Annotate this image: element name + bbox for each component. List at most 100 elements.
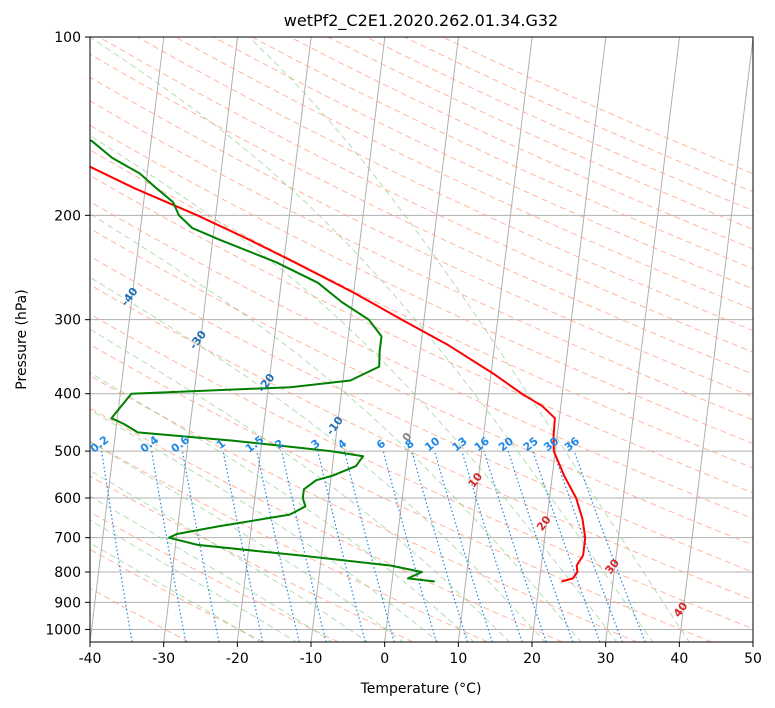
dry-adiabat-line	[90, 407, 563, 642]
x-axis-label: Temperature (°C)	[360, 681, 482, 697]
dry-adiabat-line	[175, 37, 753, 310]
temperature-profile-line	[90, 165, 587, 583]
isotherm-label: -30	[187, 328, 210, 352]
moist-adiabat-line	[90, 37, 654, 642]
y-tick-label: 700	[54, 531, 81, 547]
dry-adiabat-line	[90, 174, 753, 494]
dewpoint-profile-line	[90, 138, 435, 583]
dry-adiabat-line	[90, 343, 712, 642]
y-tick-label: 100	[54, 30, 81, 46]
mixing-ratio-line	[532, 450, 601, 642]
plot-frame	[89, 36, 754, 643]
y-tick-label: 1000	[45, 622, 81, 638]
dry-adiabat-line	[90, 548, 264, 642]
isotherm-gridline	[90, 37, 165, 642]
dry-adiabat-line	[90, 475, 414, 642]
moist-adiabat-line	[248, 37, 690, 642]
isotherm-gridline	[310, 37, 386, 642]
x-tick-label: -30	[152, 651, 175, 667]
mixing-ratio-line	[181, 450, 220, 642]
dry-adiabat-line	[327, 37, 753, 231]
isotherm-gridline	[384, 37, 459, 642]
isotherm-gridline	[236, 37, 312, 642]
mixing-ratio-line	[461, 450, 523, 642]
moist-adiabat-line	[90, 328, 511, 642]
chart-title: wetPf2_C2E1.2020.262.01.34.G32	[284, 11, 558, 31]
y-tick-label: 400	[54, 387, 81, 403]
dry-adiabat-line	[90, 511, 339, 642]
x-tick-label: 30	[597, 651, 615, 667]
y-tick-label: 500	[54, 444, 81, 460]
x-tick-label: -40	[79, 651, 102, 667]
mixing-ratio-line	[101, 451, 133, 642]
y-tick-label: 900	[54, 595, 81, 611]
moist-adiabat-line	[90, 519, 298, 642]
mixing-ratio-line	[281, 450, 327, 642]
mixing-ratio-label: 0.4	[138, 433, 162, 455]
isotherm-gridline	[457, 37, 533, 642]
isotherm-gridline	[605, 37, 680, 642]
mixing-ratio-line	[256, 450, 300, 642]
grid-layer	[90, 37, 753, 642]
mixing-ratio-line	[573, 450, 646, 642]
y-tick-label: 300	[54, 313, 81, 329]
dry-adiabat-line	[90, 284, 753, 601]
isotherm-label: -50	[50, 242, 73, 266]
isotherm-label: -60	[0, 199, 4, 223]
dry-adiabat-line	[90, 100, 753, 421]
moist-adiabat-line	[90, 469, 369, 642]
isotherm-gridline	[752, 637, 753, 642]
isotherm-label: -40	[118, 285, 141, 309]
moist-adiabat-line	[90, 495, 334, 642]
mixing-ratio-line	[433, 450, 493, 642]
dry-adiabat-line	[90, 313, 753, 630]
y-tick-label: 200	[54, 208, 81, 224]
mixing-ratio-line	[411, 450, 469, 642]
moist-adiabat-line	[90, 134, 618, 642]
dry-adiabat-line	[90, 201, 753, 520]
isotherm-label: -10	[324, 414, 347, 438]
isotherm-gridline	[678, 37, 753, 642]
dry-adiabat-line	[90, 375, 638, 642]
dry-adiabat-line	[365, 37, 753, 212]
x-tick-label: 0	[380, 651, 389, 667]
x-tick-label: -20	[226, 651, 249, 667]
dry-adiabat-line	[90, 76, 753, 398]
mixing-ratio-line	[317, 450, 366, 642]
x-tick-label: 10	[449, 651, 467, 667]
x-tick-label: 50	[744, 651, 762, 667]
dry-adiabat-line	[90, 440, 488, 642]
x-tick-label: 40	[670, 651, 688, 667]
mixing-ratio-line	[222, 450, 264, 642]
x-tick-label: -10	[300, 651, 323, 667]
mixing-ratio-label: 4	[335, 437, 349, 452]
dry-adiabat-line	[90, 255, 753, 573]
mixing-ratio-line	[507, 450, 574, 642]
mixing-ratio-line	[343, 450, 395, 642]
auxiliary-lines-layer	[90, 37, 753, 642]
tick-layer: -40 -30 -20 -10 0 10 20 30 40 5010020030040050060…	[45, 30, 762, 667]
mixing-ratio-line	[552, 450, 623, 642]
y-tick-label: 600	[54, 491, 81, 507]
mixing-ratio-label: 6	[374, 437, 388, 452]
mixing-ratio-label: 2	[272, 437, 286, 452]
mixing-ratio-line	[483, 450, 547, 642]
dry-adiabat-line	[90, 124, 753, 445]
dry-adiabat-line	[90, 53, 753, 375]
dry-adiabat-line	[90, 228, 753, 546]
mixing-ratio-line	[382, 450, 437, 642]
moist-adiabat-line	[90, 213, 582, 642]
isotherm-gridline	[531, 37, 607, 642]
mixing-ratio-line	[151, 451, 187, 642]
moist-adiabat-line	[90, 372, 475, 642]
y-axis-label: Pressure (hPa)	[14, 289, 30, 389]
moist-adiabat-line	[90, 542, 262, 642]
series-layer	[90, 138, 587, 583]
y-tick-label: 800	[54, 565, 81, 581]
isotherm-label: -20	[255, 371, 278, 395]
dry-adiabat-line	[251, 37, 753, 270]
moist-adiabat-line	[90, 441, 404, 642]
x-tick-label: 20	[523, 651, 541, 667]
dry-adiabat-line	[90, 149, 753, 469]
